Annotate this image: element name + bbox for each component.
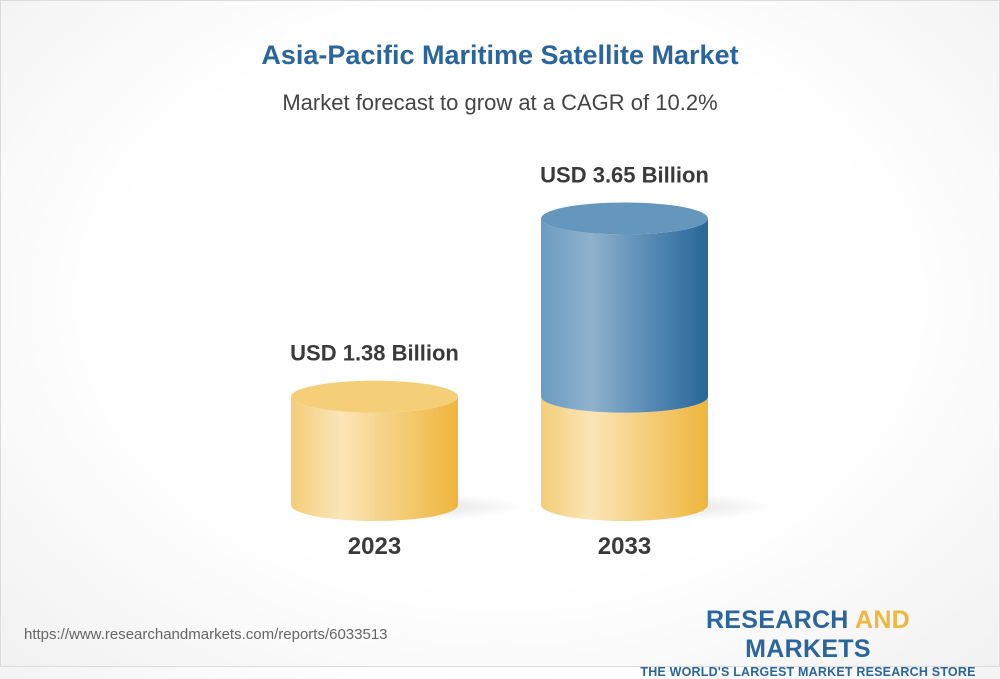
- logo-text-markets: MARKETS: [745, 635, 871, 663]
- category-label-2023: 2023: [348, 533, 401, 560]
- cylinder-2033-growth-top: [541, 202, 708, 235]
- cylinder-2033-growth-body: [541, 218, 708, 413]
- logo-text-and: AND: [854, 606, 911, 634]
- chart-subtitle: Market forecast to grow at a CAGR of 10.…: [282, 90, 718, 115]
- data-label-2033: USD 3.65 Billion: [540, 162, 709, 187]
- logo-tagline: THE WORLD'S LARGEST MARKET RESEARCH STOR…: [640, 665, 976, 679]
- data-label-2023: USD 1.38 Billion: [290, 341, 459, 366]
- cylinder-2023-top: [291, 380, 458, 413]
- cylinder-2033-base-body: [541, 396, 708, 521]
- chart-title: Asia-Pacific Maritime Satellite Market: [261, 40, 739, 70]
- logo-text-research: RESEARCH: [705, 606, 855, 634]
- research-and-markets-logo: RESEARCH AND MARKETS THE WORLD'S LARGEST…: [640, 606, 976, 679]
- source-url[interactable]: https://www.researchandmarkets.com/repor…: [24, 626, 388, 643]
- category-label-2033: 2033: [598, 533, 651, 560]
- cylinder-2023-body: [291, 396, 459, 521]
